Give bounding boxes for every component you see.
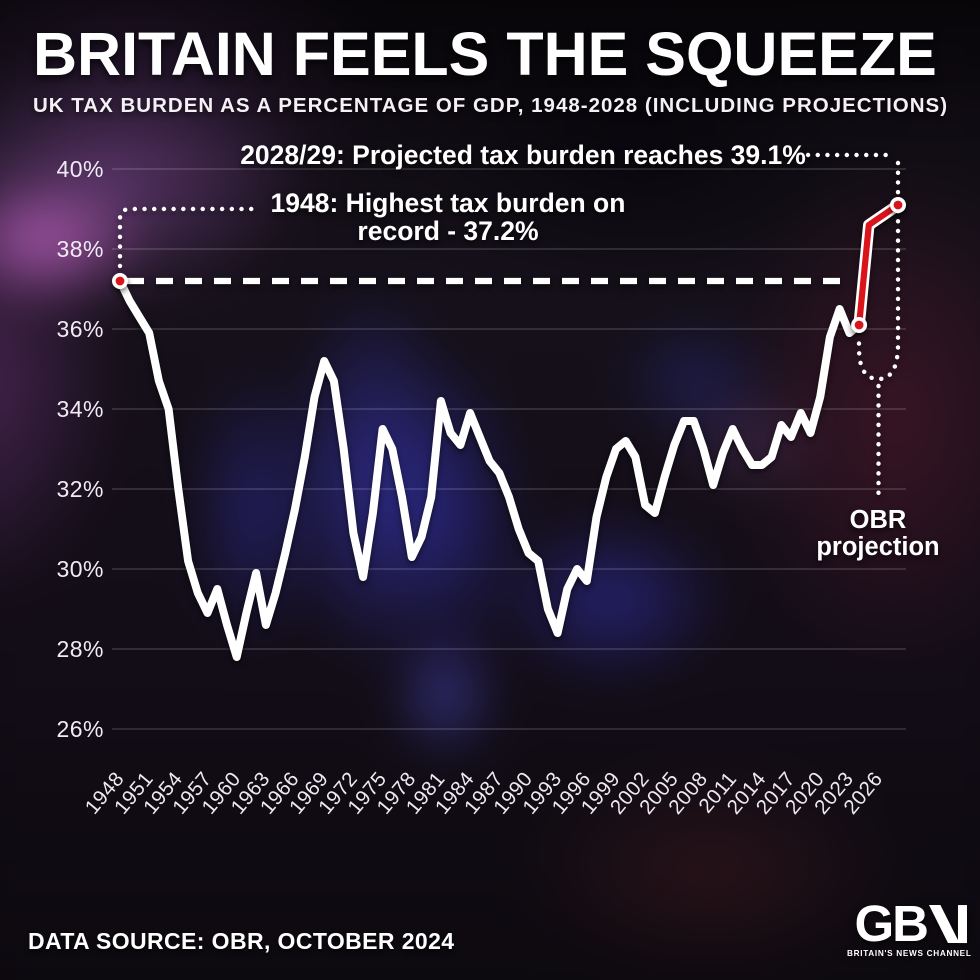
- y-tick-label: 34%: [56, 396, 104, 422]
- page-title: BRITAIN FEELS THE SQUEEZE: [33, 20, 937, 88]
- gbn-logo: GB BRITAIN'S NEWS CHANNEL: [847, 895, 972, 958]
- gridlines: [112, 168, 906, 730]
- x-axis-labels: 1948195119541957196019631966196919721975…: [81, 767, 888, 818]
- tax-burden-line: [116, 199, 904, 661]
- y-tick-label: 40%: [56, 156, 104, 182]
- y-tick-label: 26%: [56, 716, 104, 742]
- y-axis-labels: 40% 38% 36% 34% 32% 30% 28% 26%: [56, 156, 104, 742]
- gbn-logo-letters: GB: [847, 895, 967, 952]
- annotation-connectors: [117, 152, 901, 500]
- y-tick-label: 36%: [56, 316, 104, 342]
- data-point-markers: [112, 197, 906, 333]
- connector-1948-dotted: [117, 206, 259, 269]
- obr-projection-label-line1: OBR: [850, 506, 907, 534]
- highlight-dot: [889, 197, 906, 214]
- y-tick-label: 28%: [56, 636, 104, 662]
- projection-polyline: [855, 201, 902, 329]
- annotation-2028-projection: 2028/29: Projected tax burden reaches 39…: [240, 140, 806, 170]
- highlight-dot: [851, 316, 868, 333]
- gbn-logo-n-glyph: [929, 905, 967, 944]
- gbn-logo-tagline: BRITAIN'S NEWS CHANNEL: [847, 949, 972, 958]
- data-source: DATA SOURCE: OBR, OCTOBER 2024: [28, 928, 455, 954]
- header: BRITAIN FEELS THE SQUEEZE UK TAX BURDEN …: [33, 22, 960, 118]
- y-tick-label: 32%: [56, 476, 104, 502]
- connector-projection-u-dotted: [856, 160, 901, 382]
- outturn-polyline: [116, 277, 864, 661]
- page-subtitle: UK TAX BURDEN AS A PERCENTAGE OF GDP, 19…: [33, 94, 949, 118]
- y-tick-label: 38%: [56, 236, 104, 262]
- y-tick-label: 30%: [56, 556, 104, 582]
- annotation-1948-record-line2: record - 37.2%: [357, 216, 538, 246]
- annotation-1948-record-line1: 1948: Highest tax burden on: [271, 188, 626, 218]
- gbn-logo-gb-text: GB: [854, 895, 929, 952]
- highlight-dot: [112, 272, 129, 289]
- obr-projection-label-line2: projection: [816, 533, 939, 561]
